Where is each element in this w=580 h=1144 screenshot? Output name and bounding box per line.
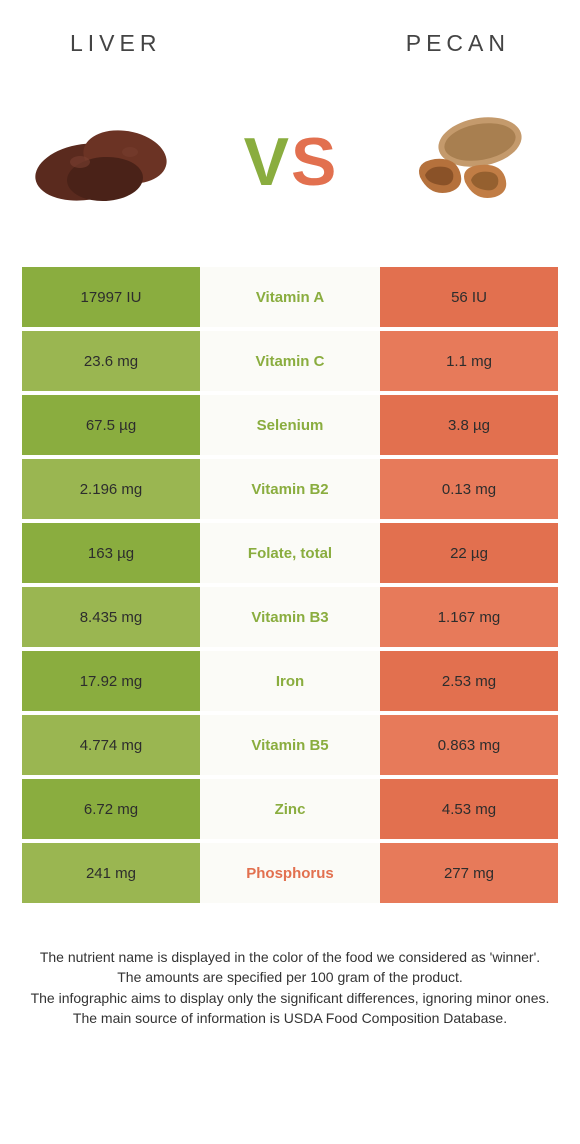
footer-line: The amounts are specified per 100 gram o… <box>30 967 550 987</box>
cell-nutrient-label: Vitamin B2 <box>200 459 380 519</box>
footer-notes: The nutrient name is displayed in the co… <box>0 907 580 1028</box>
vs-v: V <box>244 123 289 201</box>
table-row: 2.196 mgVitamin B20.13 mg <box>22 459 558 519</box>
cell-left-value: 8.435 mg <box>22 587 200 647</box>
cell-nutrient-label: Phosphorus <box>200 843 380 903</box>
table-row: 23.6 mgVitamin C1.1 mg <box>22 331 558 391</box>
header-left-title: LIVER <box>70 30 161 57</box>
liver-image <box>30 102 190 222</box>
header-right-title: PECAN <box>406 30 510 57</box>
cell-nutrient-label: Folate, total <box>200 523 380 583</box>
cell-nutrient-label: Vitamin C <box>200 331 380 391</box>
cell-right-value: 4.53 mg <box>380 779 558 839</box>
liver-icon <box>30 107 190 217</box>
cell-left-value: 6.72 mg <box>22 779 200 839</box>
cell-left-value: 2.196 mg <box>22 459 200 519</box>
pecan-image <box>390 102 550 222</box>
cell-right-value: 22 µg <box>380 523 558 583</box>
comparison-table: 17997 IUVitamin A56 IU23.6 mgVitamin C1.… <box>0 267 580 903</box>
cell-left-value: 17.92 mg <box>22 651 200 711</box>
footer-line: The nutrient name is displayed in the co… <box>30 947 550 967</box>
cell-right-value: 0.863 mg <box>380 715 558 775</box>
table-row: 6.72 mgZinc4.53 mg <box>22 779 558 839</box>
cell-right-value: 1.1 mg <box>380 331 558 391</box>
cell-left-value: 163 µg <box>22 523 200 583</box>
table-row: 4.774 mgVitamin B50.863 mg <box>22 715 558 775</box>
cell-nutrient-label: Vitamin B3 <box>200 587 380 647</box>
cell-right-value: 1.167 mg <box>380 587 558 647</box>
cell-nutrient-label: Vitamin A <box>200 267 380 327</box>
footer-line: The infographic aims to display only the… <box>30 988 550 1008</box>
hero-row: V S <box>0 77 580 267</box>
footer-line: The main source of information is USDA F… <box>30 1008 550 1028</box>
cell-right-value: 0.13 mg <box>380 459 558 519</box>
cell-left-value: 4.774 mg <box>22 715 200 775</box>
table-row: 17.92 mgIron2.53 mg <box>22 651 558 711</box>
vs-s: S <box>291 123 336 201</box>
table-row: 241 mgPhosphorus277 mg <box>22 843 558 903</box>
pecan-icon <box>395 107 545 217</box>
table-row: 8.435 mgVitamin B31.167 mg <box>22 587 558 647</box>
cell-right-value: 3.8 µg <box>380 395 558 455</box>
cell-nutrient-label: Zinc <box>200 779 380 839</box>
vs-label: V S <box>244 123 337 201</box>
cell-right-value: 277 mg <box>380 843 558 903</box>
cell-nutrient-label: Selenium <box>200 395 380 455</box>
cell-left-value: 241 mg <box>22 843 200 903</box>
table-row: 17997 IUVitamin A56 IU <box>22 267 558 327</box>
cell-left-value: 67.5 µg <box>22 395 200 455</box>
cell-nutrient-label: Vitamin B5 <box>200 715 380 775</box>
cell-right-value: 56 IU <box>380 267 558 327</box>
cell-right-value: 2.53 mg <box>380 651 558 711</box>
table-row: 67.5 µgSelenium3.8 µg <box>22 395 558 455</box>
header: LIVER PECAN <box>0 0 580 77</box>
cell-left-value: 23.6 mg <box>22 331 200 391</box>
cell-left-value: 17997 IU <box>22 267 200 327</box>
cell-nutrient-label: Iron <box>200 651 380 711</box>
table-row: 163 µgFolate, total22 µg <box>22 523 558 583</box>
